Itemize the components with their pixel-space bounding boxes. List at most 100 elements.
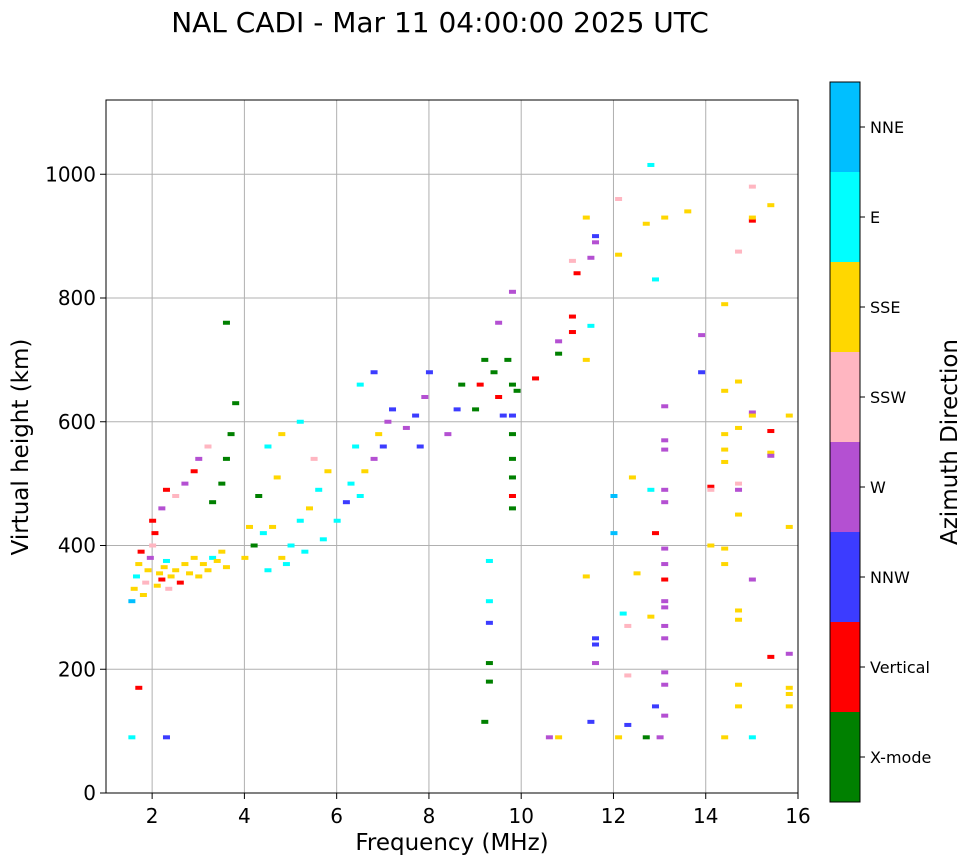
data-point — [246, 524, 254, 529]
data-point — [162, 558, 170, 563]
data-point — [241, 555, 249, 560]
data-point — [384, 419, 392, 424]
data-point — [555, 735, 563, 740]
data-point — [352, 444, 360, 449]
colorbar-segment — [830, 622, 860, 712]
data-point — [587, 255, 595, 260]
data-point — [628, 475, 636, 480]
data-point — [661, 682, 669, 687]
data-point — [458, 382, 466, 387]
data-point — [642, 735, 650, 740]
grid-lines — [106, 100, 799, 794]
data-point — [684, 209, 692, 214]
colorbar-label: NNW — [870, 568, 910, 587]
data-point — [735, 249, 743, 254]
data-point — [513, 388, 521, 393]
data-point — [195, 456, 203, 461]
data-point — [481, 357, 489, 362]
data-point — [568, 314, 576, 319]
data-point — [296, 419, 304, 424]
data-point — [370, 370, 378, 375]
data-point — [128, 599, 136, 604]
data-point — [661, 623, 669, 628]
data-point — [425, 370, 433, 375]
data-point — [555, 339, 563, 344]
data-point — [748, 413, 756, 418]
data-point — [412, 413, 420, 418]
x-tick-label: 14 — [693, 804, 718, 828]
data-point — [587, 323, 595, 328]
data-point — [767, 203, 775, 208]
data-point — [149, 518, 157, 523]
data-point — [532, 376, 540, 381]
data-point — [748, 735, 756, 740]
x-axis-ticks: 2 4 6 8 10 12 14 16 — [146, 793, 811, 828]
data-point — [656, 735, 664, 740]
data-point — [485, 620, 493, 625]
data-point — [402, 425, 410, 430]
colorbar-segment — [830, 352, 860, 442]
data-point — [508, 456, 516, 461]
data-point — [361, 469, 369, 474]
data-point — [508, 289, 516, 294]
data-point — [485, 599, 493, 604]
data-point — [573, 271, 581, 276]
data-point — [151, 531, 159, 536]
data-point — [485, 679, 493, 684]
colorbar-label: NNE — [870, 118, 904, 137]
data-point — [199, 562, 207, 567]
y-tick-label: 1000 — [45, 162, 96, 186]
data-point — [282, 562, 290, 567]
y-tick-label: 200 — [58, 657, 96, 681]
data-point — [209, 555, 217, 560]
data-point — [495, 395, 503, 399]
data-point — [490, 370, 498, 375]
data-point — [232, 401, 240, 406]
y-tick-label: 400 — [58, 534, 96, 558]
colorbar-segment — [830, 712, 860, 802]
colorbar-segment — [830, 262, 860, 352]
colorbar: X-mode Vertical NNW W SSW SSE E NNE — [829, 81, 931, 803]
y-tick-label: 800 — [58, 286, 96, 310]
data-point — [582, 215, 590, 220]
data-point — [508, 475, 516, 480]
data-point — [721, 735, 729, 740]
data-point — [735, 617, 743, 622]
data-point — [296, 518, 304, 523]
data-point — [158, 577, 166, 582]
data-point — [375, 432, 383, 437]
data-point — [748, 215, 756, 220]
data-point — [735, 512, 743, 517]
data-point — [167, 574, 175, 579]
data-point — [721, 432, 729, 437]
data-point — [661, 577, 669, 582]
data-point — [135, 562, 143, 567]
data-point — [647, 162, 655, 167]
data-point — [485, 661, 493, 666]
data-point — [222, 320, 230, 325]
data-point — [137, 549, 145, 554]
data-point — [269, 524, 277, 529]
colorbar-segment — [830, 532, 860, 622]
data-point — [495, 320, 503, 325]
data-point — [735, 608, 743, 613]
data-point — [661, 599, 669, 604]
data-point — [165, 586, 173, 591]
data-point — [707, 484, 715, 489]
data-point — [592, 240, 600, 245]
data-point — [661, 487, 669, 492]
colorbar-label: X-mode — [870, 748, 931, 767]
data-point — [610, 531, 618, 536]
data-point — [721, 302, 729, 307]
data-point — [661, 562, 669, 567]
data-point — [301, 549, 309, 554]
chart-title: NAL CADI - Mar 11 04:00:00 2025 UTC — [171, 6, 709, 39]
data-point — [204, 568, 212, 573]
data-point — [748, 577, 756, 582]
data-point — [421, 395, 429, 399]
data-point — [785, 692, 793, 696]
colorbar-segment — [830, 172, 860, 262]
data-point — [181, 481, 189, 486]
data-point — [181, 562, 189, 567]
colorbar-segment — [830, 82, 860, 172]
